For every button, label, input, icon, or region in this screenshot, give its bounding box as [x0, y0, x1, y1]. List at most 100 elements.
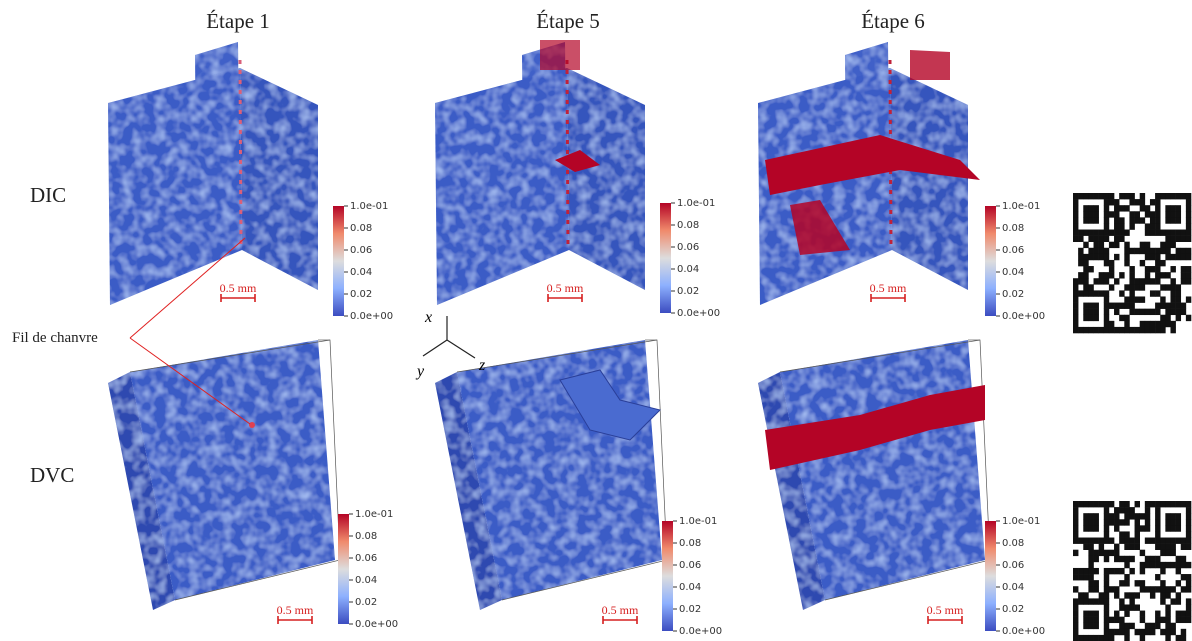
- qr-module: [1180, 501, 1187, 508]
- qr-module: [1134, 296, 1140, 303]
- qr-module: [1114, 616, 1120, 624]
- qr-module: [1160, 320, 1166, 328]
- qr-module: [1108, 199, 1115, 206]
- qr-module: [1165, 519, 1171, 526]
- qr-module: [1155, 199, 1161, 206]
- qr-module: [1144, 537, 1151, 544]
- qr-module: [1185, 513, 1192, 520]
- qr-module: [1185, 229, 1192, 236]
- qr-module: [1108, 586, 1115, 593]
- qr-module: [1108, 229, 1115, 236]
- qr-module: [1088, 549, 1094, 557]
- colorbar-tick-label: 1.0e-01: [679, 516, 717, 527]
- colorbar-tick-label: 0.06: [1002, 560, 1024, 571]
- qr-module: [1103, 549, 1110, 557]
- colorbar-tick-label: 0.08: [1002, 223, 1024, 234]
- damage: [790, 200, 850, 255]
- qr-module: [1129, 622, 1135, 630]
- colorbar-tick-label: 0.08: [350, 223, 372, 234]
- qr-module: [1149, 290, 1156, 297]
- qr-module: [1155, 211, 1161, 218]
- qr-module: [1103, 320, 1110, 328]
- qr-module: [1129, 513, 1135, 520]
- qr-module: [1078, 634, 1084, 641]
- colorbar: [338, 514, 349, 624]
- qr-module: [1155, 259, 1161, 267]
- qr-module: [1155, 266, 1161, 273]
- qr-module: [1098, 543, 1105, 550]
- qr-module: [1078, 259, 1084, 267]
- qr-module: [1180, 272, 1187, 279]
- qr-module: [1108, 284, 1115, 291]
- qr-module: [1124, 314, 1130, 322]
- qr-module: [1119, 567, 1125, 575]
- qr-module: [1103, 247, 1110, 255]
- qr-module: [1139, 561, 1146, 569]
- damage: [555, 150, 600, 172]
- qr-module: [1175, 296, 1182, 303]
- qr-module: [1160, 537, 1166, 544]
- annotation-line: [129, 237, 246, 339]
- colorbar-tick-label: 0.04: [1002, 582, 1024, 593]
- front-plane: [108, 68, 242, 305]
- qr-module: [1139, 320, 1146, 328]
- qr-module: [1073, 326, 1079, 334]
- qr-module: [1160, 501, 1166, 508]
- qr-module: [1165, 272, 1171, 279]
- qr-module: [1103, 628, 1110, 636]
- qr-module: [1180, 266, 1187, 273]
- qr-module: [1160, 284, 1166, 291]
- qr-module: [1083, 314, 1089, 322]
- qr-module: [1149, 555, 1156, 563]
- qr-module: [1124, 296, 1130, 303]
- qr-module: [1170, 537, 1176, 544]
- colorbar-tick-label: 0.08: [679, 538, 701, 549]
- qr-module: [1114, 592, 1120, 599]
- qr-module: [1144, 278, 1151, 285]
- qr-module: [1088, 217, 1094, 224]
- qr-module: [1119, 501, 1125, 508]
- qr-module: [1180, 610, 1187, 617]
- qr-module: [1124, 205, 1130, 212]
- qr-module: [1185, 272, 1192, 279]
- qr-module: [1185, 537, 1192, 544]
- qr-module: [1114, 507, 1120, 514]
- qr-module: [1093, 616, 1099, 624]
- qr-module: [1119, 302, 1125, 309]
- qr-module: [1165, 247, 1171, 255]
- qr-module: [1185, 604, 1192, 611]
- qr-module: [1144, 223, 1151, 230]
- qr-module: [1175, 634, 1182, 641]
- qr-module: [1149, 326, 1156, 334]
- qr-module: [1185, 199, 1192, 206]
- qr-module: [1129, 308, 1135, 316]
- qr-module: [1093, 326, 1099, 334]
- qr-module: [1088, 247, 1094, 255]
- qr-module: [1083, 326, 1089, 334]
- qr-module: [1098, 241, 1105, 249]
- qr-module: [1144, 205, 1151, 212]
- qr-module: [1155, 247, 1161, 255]
- qr-module: [1083, 290, 1089, 297]
- qr-module: [1185, 543, 1192, 550]
- qr-module: [1114, 302, 1120, 309]
- qr-module: [1083, 525, 1089, 532]
- qr-module: [1180, 628, 1187, 636]
- qr-module: [1175, 211, 1182, 218]
- qr-module: [1093, 634, 1099, 641]
- qr-module: [1144, 622, 1151, 630]
- qr-module: [1088, 326, 1094, 334]
- qr-module: [1088, 253, 1094, 261]
- qr-module: [1155, 278, 1161, 285]
- qr-module: [1103, 525, 1110, 532]
- qr-module: [1119, 598, 1125, 605]
- qr-module: [1073, 604, 1079, 611]
- qr-module: [1103, 555, 1110, 563]
- qr-module: [1185, 531, 1192, 538]
- qr-module: [1155, 610, 1161, 617]
- qr-module: [1139, 567, 1146, 575]
- qr-module: [1078, 253, 1084, 261]
- qr-module: [1083, 308, 1089, 316]
- qr-module: [1108, 616, 1115, 624]
